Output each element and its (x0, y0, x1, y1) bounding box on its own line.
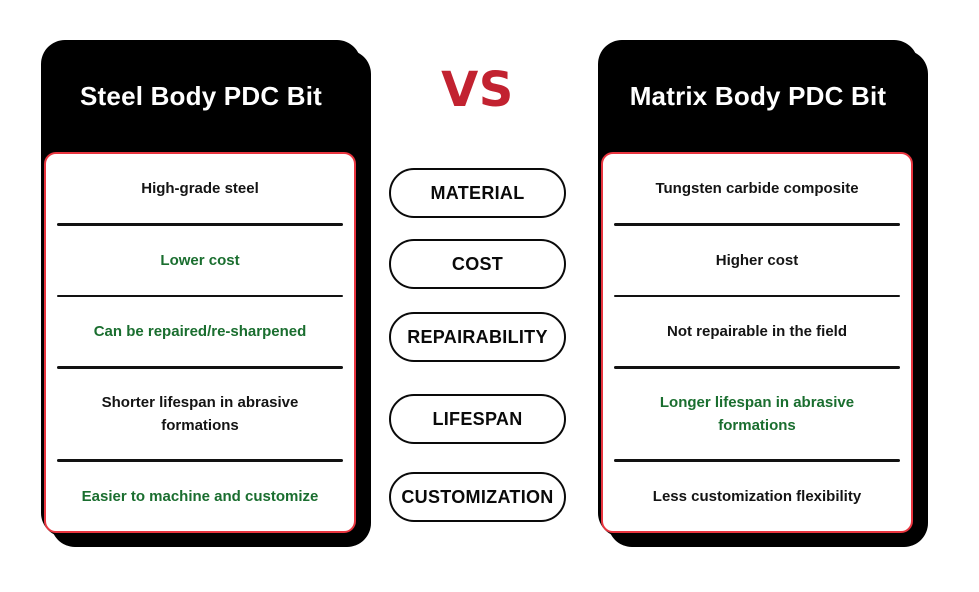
category-pill-repairability: REPAIRABILITY (389, 312, 566, 362)
row-divider (57, 366, 343, 369)
comparison-row-cost-right: Higher cost (715, 251, 799, 269)
category-pill-material: MATERIAL (389, 168, 566, 218)
steel-body-card-title: Steel Body PDC Bit (80, 80, 322, 111)
row-divider (57, 459, 343, 462)
steel-body-panel: High-grade steel Lower cost Can be repai… (44, 152, 356, 533)
matrix-body-card: Matrix Body PDC Bit Tungsten carbide com… (598, 40, 918, 537)
row-divider (614, 223, 900, 226)
vs-label: VS (441, 62, 514, 118)
category-pill-customization: CUSTOMIZATION (389, 472, 566, 522)
comparison-row-repairability-left: Can be repaired/re-sharpened (93, 323, 307, 341)
comparison-row-lifespan-right: Longer lifespan in abrasive formations (659, 393, 855, 435)
row-divider (614, 294, 900, 298)
matrix-body-card-title: Matrix Body PDC Bit (629, 80, 887, 111)
comparison-row-material-right: Tungsten carbide composite (655, 179, 859, 197)
comparison-row-lifespan-left: Shorter lifespan in abrasive formations (101, 393, 299, 435)
comparison-row-material-left: High-grade steel (141, 179, 259, 197)
comparison-middle-column: VS MATERIAL COST REPAIRABILITY LIFESPAN … (389, 0, 566, 592)
category-pill-cost: COST (389, 239, 566, 289)
comparison-row-customization-right: Less customization flexibility (652, 487, 862, 505)
row-divider (57, 294, 343, 298)
row-divider (614, 459, 900, 462)
comparison-row-repairability-right: Not repairable in the field (666, 323, 848, 341)
row-divider (57, 223, 343, 226)
comparison-row-cost-left: Lower cost (160, 251, 240, 269)
category-pill-lifespan: LIFESPAN (389, 394, 566, 444)
steel-body-card: Steel Body PDC Bit High-grade steel Lowe… (41, 40, 361, 537)
row-divider (614, 366, 900, 369)
matrix-body-panel: Tungsten carbide composite Higher cost N… (601, 152, 913, 533)
comparison-row-customization-left: Easier to machine and customize (81, 487, 319, 505)
